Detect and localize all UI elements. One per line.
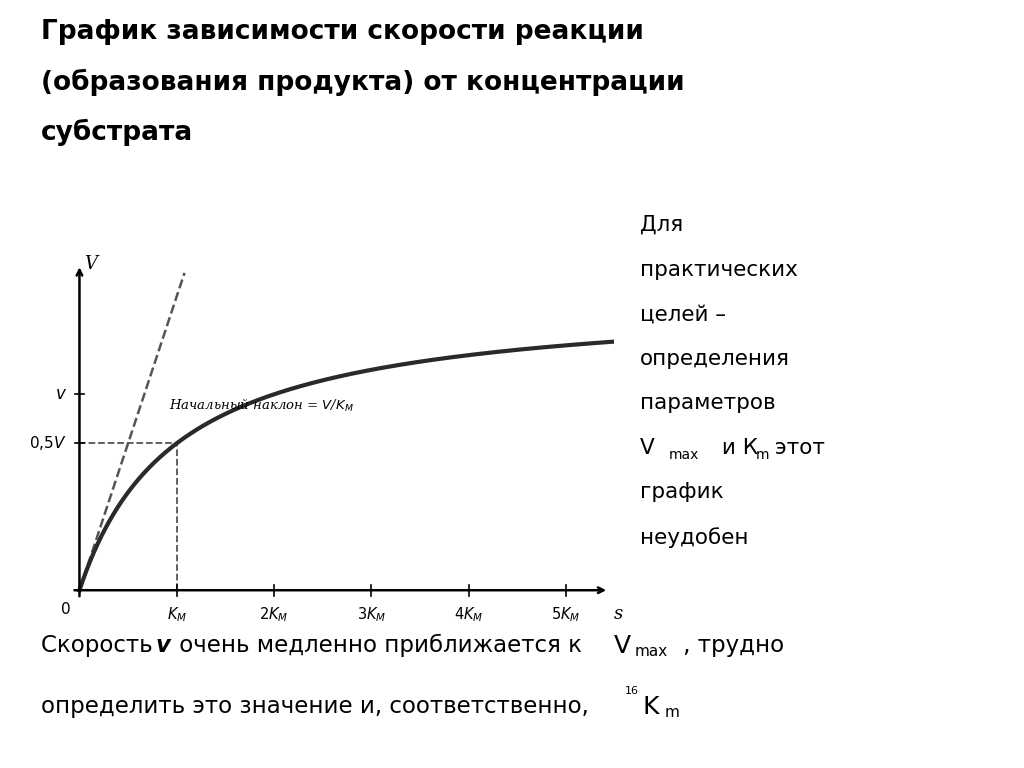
Text: и К: и К <box>715 438 758 458</box>
Text: K: K <box>642 695 658 719</box>
Text: 16: 16 <box>625 686 639 696</box>
Text: V: V <box>84 256 97 273</box>
Text: $3K_M$: $3K_M$ <box>356 605 386 624</box>
Text: (образования продукта) от концентрации: (образования продукта) от концентрации <box>41 69 685 96</box>
Text: , трудно: , трудно <box>676 634 784 657</box>
Text: неудобен: неудобен <box>640 527 749 548</box>
Text: определения: определения <box>640 349 790 369</box>
Text: График зависимости скорости реакции: График зависимости скорости реакции <box>41 19 644 45</box>
Text: целей –: целей – <box>640 304 726 324</box>
Text: max: max <box>669 448 699 462</box>
Text: V: V <box>613 634 631 657</box>
Text: $K_M$: $K_M$ <box>167 605 186 624</box>
Text: V: V <box>640 438 654 458</box>
Text: $2K_M$: $2K_M$ <box>259 605 289 624</box>
Text: параметров: параметров <box>640 393 775 413</box>
Text: m: m <box>756 448 769 462</box>
Text: практических: практических <box>640 260 798 280</box>
Text: max: max <box>635 644 668 659</box>
Text: v: v <box>156 634 171 657</box>
Text: график: график <box>640 482 724 502</box>
Text: определить это значение и, соответственно,: определить это значение и, соответственн… <box>41 695 589 718</box>
Text: очень медленно приближается к: очень медленно приближается к <box>172 634 589 657</box>
Text: Начальный наклон = $V$/$K_M$: Начальный наклон = $V$/$K_M$ <box>169 398 354 414</box>
Text: $v$: $v$ <box>54 386 67 403</box>
Text: 0: 0 <box>61 602 71 617</box>
Text: m: m <box>665 705 680 720</box>
Text: $0{,}5V$: $0{,}5V$ <box>30 434 67 452</box>
Text: Для: Для <box>640 215 683 235</box>
Text: этот: этот <box>768 438 825 458</box>
Text: Скорость: Скорость <box>41 634 160 657</box>
Text: s: s <box>614 605 624 623</box>
Text: субстрата: субстрата <box>41 119 194 146</box>
Text: $5K_M$: $5K_M$ <box>551 605 581 624</box>
Text: $4K_M$: $4K_M$ <box>454 605 483 624</box>
